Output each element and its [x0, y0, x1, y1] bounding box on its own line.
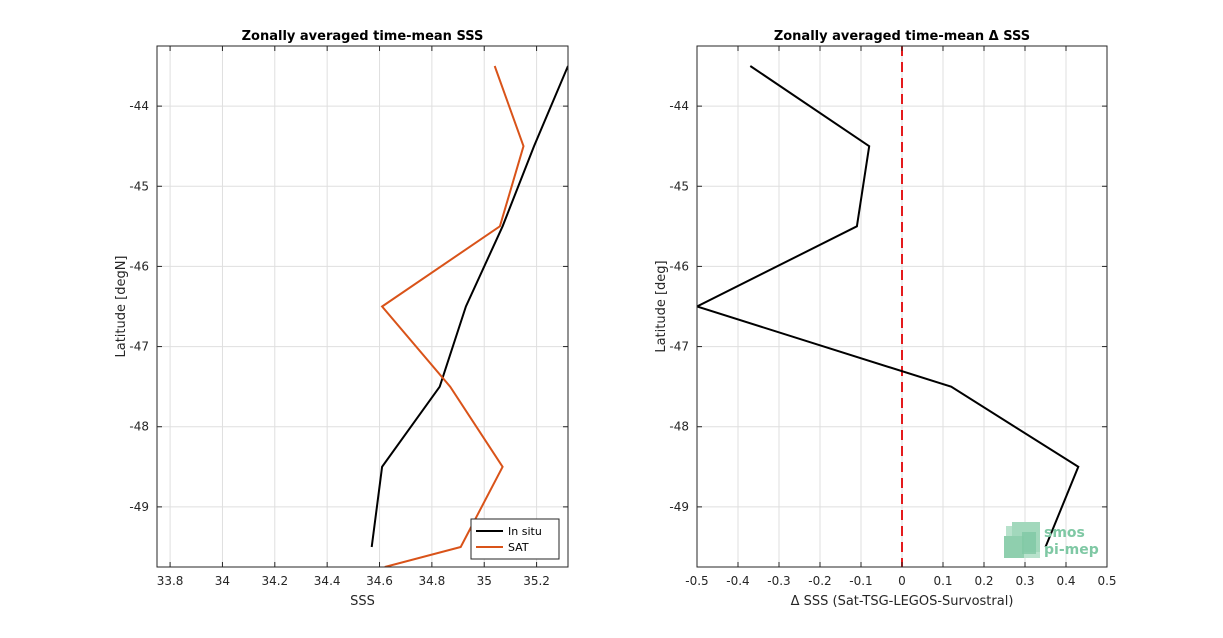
x-tick-label: -0.5	[685, 574, 708, 588]
x-tick-label: -0.2	[808, 574, 831, 588]
sat-series-line	[380, 65, 525, 567]
y-tick-label: -49	[129, 500, 149, 514]
x-tick-label: 0.5	[1097, 574, 1116, 588]
legend-entry-label: SAT	[508, 541, 529, 554]
x-tick-label: 0.3	[1015, 574, 1034, 588]
y-tick-label: -44	[129, 99, 149, 113]
right-axes: -0.5 -0.4 -0.3 -0.2 -0.1 0 0.1 0.2 0.3 0.4 0.5 -49 -…	[654, 29, 1117, 609]
x-tick-label: 0	[898, 574, 906, 588]
smos-pi-mep-logo: smos pi-mep	[1004, 522, 1099, 558]
x-tick-label: 34.2	[261, 574, 288, 588]
x-axis-label: Δ SSS (Sat-TSG-LEGOS-Survostral)	[791, 594, 1014, 609]
y-axis-label: Latitude [deg]	[654, 260, 669, 352]
x-tick-label: -0.1	[849, 574, 872, 588]
y-tick-label: -45	[129, 179, 149, 193]
x-tick-label: 34.6	[366, 574, 393, 588]
in-situ-series-line	[370, 65, 568, 548]
logo-line-2: pi-mep	[1044, 542, 1099, 558]
x-tick-label: 33.8	[157, 574, 184, 588]
x-tick-label: 34	[215, 574, 230, 588]
x-tick-label: 35	[477, 574, 492, 588]
plot-area	[157, 46, 568, 567]
y-tick-label: -49	[669, 500, 689, 514]
axes-frame	[156, 45, 569, 568]
x-tick-label: 34.8	[419, 574, 446, 588]
y-tick-label: -48	[129, 420, 149, 434]
y-tick-label: -46	[129, 259, 149, 273]
y-tick-label: -48	[669, 420, 689, 434]
legend: In situ SAT	[470, 518, 560, 560]
logo-line-1: smos	[1044, 525, 1085, 541]
x-axis-label: SSS	[350, 594, 375, 609]
chart-title: Zonally averaged time-mean Δ SSS	[774, 29, 1030, 44]
smos-pi-mep-logo-icon	[1004, 522, 1040, 558]
chart-title: Zonally averaged time-mean SSS	[242, 29, 484, 44]
delta-sss-series-line	[697, 65, 1080, 548]
x-tick-label: -0.3	[767, 574, 790, 588]
left-axes: 33.8 34 34.2 34.4 34.6 34.8 35 35.2 -49 -48 -47 -46…	[114, 29, 569, 609]
x-tick-label: 35.2	[523, 574, 550, 588]
y-tick-label: -45	[669, 179, 689, 193]
y-tick-label: -47	[129, 340, 149, 354]
y-tick-label: -46	[669, 259, 689, 273]
x-tick-label: 34.4	[314, 574, 341, 588]
x-tick-label: 0.4	[1056, 574, 1075, 588]
y-axis-label: Latitude [degN]	[114, 255, 129, 357]
x-tick-label: -0.4	[726, 574, 749, 588]
x-tick-label: 0.1	[933, 574, 952, 588]
y-tick-label: -47	[669, 340, 689, 354]
x-tick-label: 0.2	[974, 574, 993, 588]
legend-box	[470, 518, 560, 560]
legend-entry-label: In situ	[508, 525, 542, 538]
y-tick-label: -44	[669, 99, 689, 113]
